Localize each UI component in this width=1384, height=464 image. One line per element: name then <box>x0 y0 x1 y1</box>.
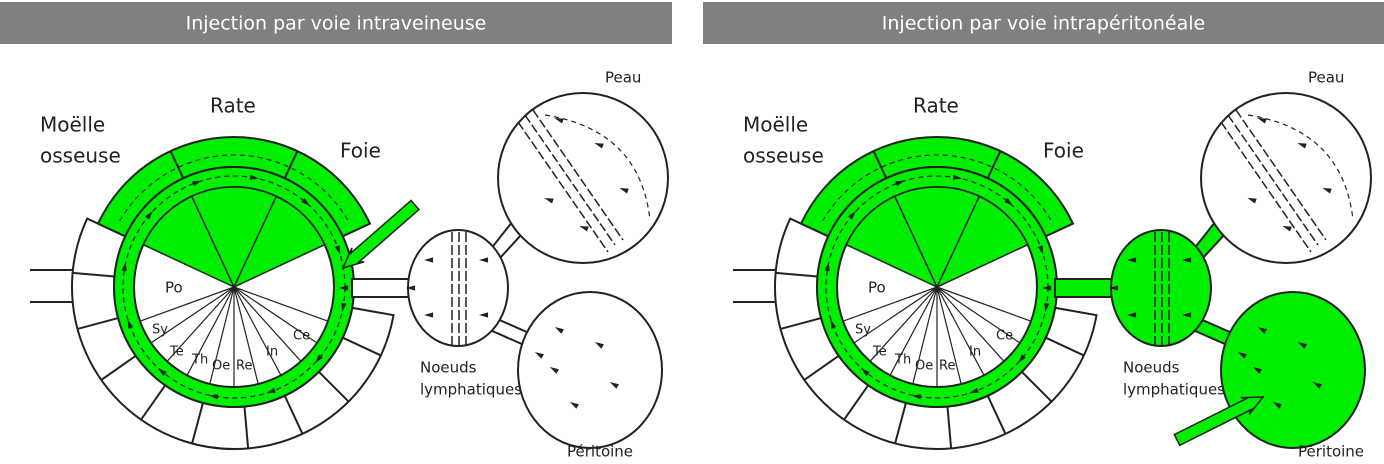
sector-label: Th <box>894 353 911 368</box>
sector-label: Po <box>165 279 183 297</box>
vessel <box>352 279 412 297</box>
sector-label: Sy <box>855 323 871 338</box>
panel: Injection par voie intraveineuse Moëlle os… <box>0 2 672 461</box>
sector-label: Re <box>939 359 955 374</box>
sector-label: Oe <box>915 359 933 374</box>
sector-label: Oe <box>212 359 230 374</box>
lymph-node <box>1111 230 1211 346</box>
panel-title: Injection par voie intrapéritonéale <box>882 13 1205 35</box>
panel-title: Injection par voie intraveineuse <box>186 13 487 35</box>
label: Péritoine <box>1298 443 1364 461</box>
label: lymphatiques <box>420 381 522 399</box>
label: lymphatiques <box>1123 381 1225 399</box>
sector-label: Te <box>169 345 184 360</box>
skin <box>498 93 668 263</box>
lymph-node <box>408 230 508 346</box>
diagram: Injection par voie intraveineuse Moëlle os… <box>0 0 1384 464</box>
label: Péritoine <box>567 443 633 461</box>
label: Noeuds <box>420 359 477 377</box>
label: Peau <box>1308 69 1344 87</box>
sector-label: Te <box>872 345 887 360</box>
label: Rate <box>913 94 959 118</box>
label: Moëlle <box>743 113 808 137</box>
sector-label: In <box>266 345 278 360</box>
sector-label: Po <box>868 279 886 297</box>
sector-label: In <box>969 345 981 360</box>
peritoneum <box>518 292 662 448</box>
sector-label: Th <box>191 353 208 368</box>
label: osseuse <box>743 144 824 168</box>
vessel <box>1055 279 1115 297</box>
peritoneum <box>1221 292 1365 448</box>
label: Noeuds <box>1123 359 1180 377</box>
label: Moëlle <box>40 113 105 137</box>
sector-label: Sy <box>152 323 168 338</box>
sector-label: Ce <box>996 329 1013 344</box>
sector-label: Re <box>236 359 252 374</box>
label: Rate <box>210 94 256 118</box>
label: Foie <box>340 139 381 163</box>
page: Injection par voie intraveineuse Moëlle os… <box>0 0 1384 464</box>
sector-label: Ce <box>293 329 310 344</box>
skin <box>1201 93 1371 263</box>
panel: Injection par voie intrapéritonéale Moëll… <box>703 2 1384 461</box>
label: osseuse <box>40 144 121 168</box>
label: Peau <box>605 69 641 87</box>
label: Foie <box>1043 139 1084 163</box>
